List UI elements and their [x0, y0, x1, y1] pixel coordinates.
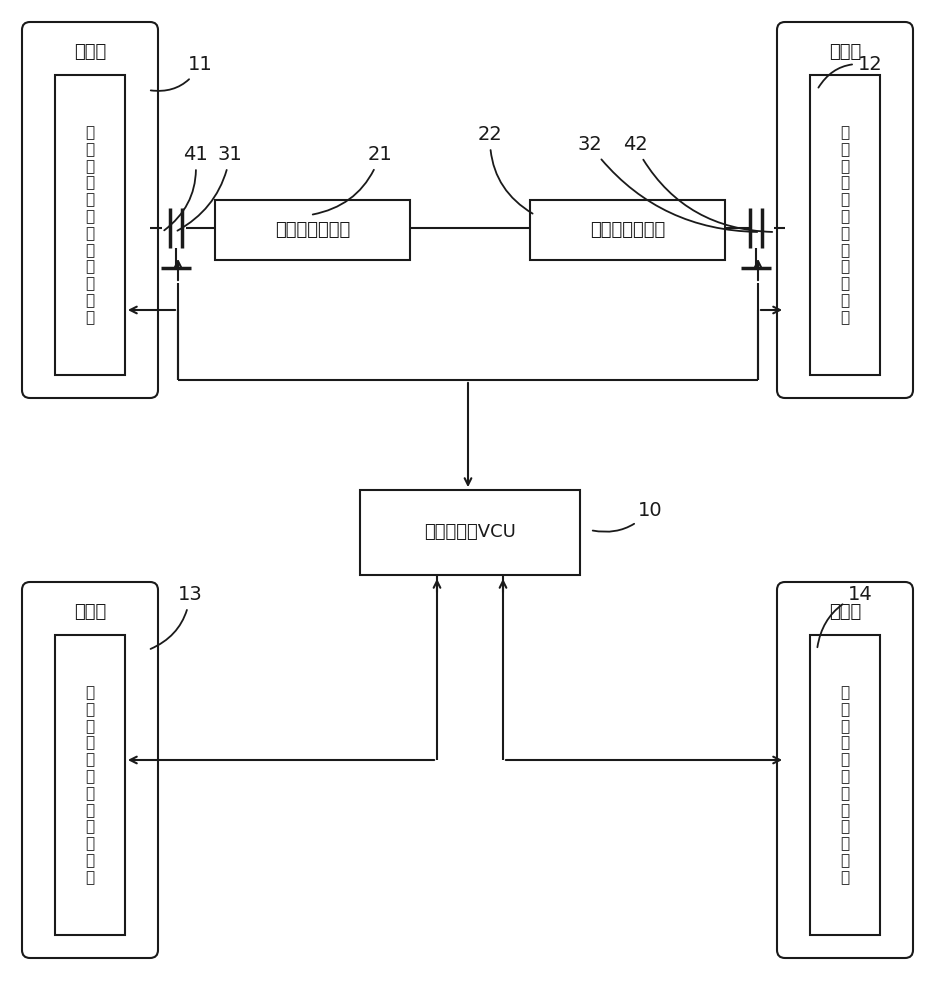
Text: 11: 11 [151, 55, 212, 91]
Text: 左前轮: 左前轮 [74, 43, 107, 61]
Bar [810, 75, 880, 375]
Text: 22: 22 [478, 125, 533, 214]
Bar [215, 200, 410, 260]
Text: 41: 41 [165, 145, 208, 230]
Text: 第
四
轮
毉
电
机
带
制
动
器
总
成: 第 四 轮 毉 电 机 带 制 动 器 总 成 [841, 685, 850, 885]
Text: 第二弹性储能器: 第二弹性储能器 [590, 221, 665, 239]
FancyBboxPatch shape [777, 582, 913, 958]
Text: 21: 21 [312, 145, 393, 215]
Bar [530, 200, 725, 260]
Bar [810, 635, 880, 935]
Text: 12: 12 [818, 55, 883, 88]
Text: 右前轮: 右前轮 [828, 43, 861, 61]
Text: 第
三
轮
毉
电
机
带
制
动
器
总
成: 第 三 轮 毉 电 机 带 制 动 器 总 成 [85, 685, 94, 885]
Text: 整车控制器VCU: 整车控制器VCU [424, 524, 516, 542]
FancyBboxPatch shape [22, 22, 158, 398]
Text: 32: 32 [578, 135, 757, 232]
Text: 右后轮: 右后轮 [828, 603, 861, 621]
Text: 第
一
轮
毉
电
机
带
制
动
器
总
成: 第 一 轮 毉 电 机 带 制 动 器 总 成 [85, 125, 94, 325]
Bar [360, 490, 580, 575]
Bar [55, 635, 125, 935]
Text: 第
二
轮
毉
电
机
带
制
动
器
总
成: 第 二 轮 毉 电 机 带 制 动 器 总 成 [841, 125, 850, 325]
Text: 13: 13 [151, 585, 202, 649]
Text: 第一弹性储能器: 第一弹性储能器 [275, 221, 350, 239]
Text: 左后轮: 左后轮 [74, 603, 107, 621]
FancyBboxPatch shape [22, 582, 158, 958]
Text: 10: 10 [593, 500, 662, 532]
Bar [55, 75, 125, 375]
Text: 31: 31 [178, 145, 242, 231]
Text: 14: 14 [817, 585, 872, 647]
Text: 42: 42 [623, 135, 772, 232]
FancyBboxPatch shape [777, 22, 913, 398]
